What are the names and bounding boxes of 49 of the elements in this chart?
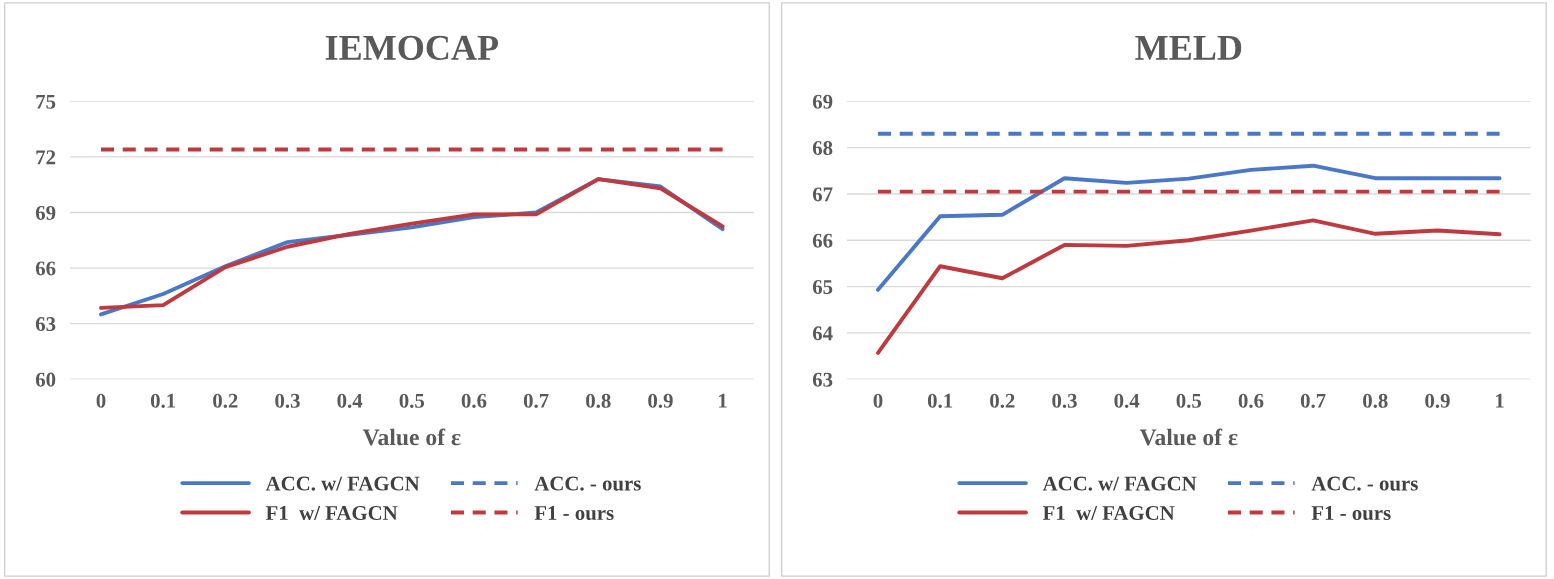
x-tick-label: 0.4	[337, 393, 363, 408]
y-tick-label: 67	[812, 187, 833, 202]
y-tick-label: 69	[35, 205, 56, 220]
y-tick-label: 65	[812, 280, 833, 295]
legend-label: ACC. w/ FAGCN	[1042, 476, 1197, 491]
x-tick-label: 0	[96, 393, 106, 408]
x-tick-label: 0.1	[150, 393, 176, 408]
legend-label: F1 - ours	[534, 506, 614, 521]
x-tick-label: 0.8	[1363, 393, 1388, 408]
legend-label: F1 w/ FAGCN	[265, 506, 398, 521]
y-tick-label: 66	[812, 233, 833, 248]
chart-title: IEMOCAP	[325, 35, 499, 61]
x-tick-label: 0.7	[523, 393, 549, 408]
y-tick-label: 72	[36, 150, 56, 165]
x-tick-label: 0	[873, 393, 883, 408]
x-tick-label: 0.3	[1052, 393, 1077, 408]
y-tick-label: 75	[36, 94, 56, 109]
x-axis-title: Value of ε	[1139, 428, 1238, 446]
line-series	[876, 163, 1502, 292]
x-tick-label: 0.6	[1238, 393, 1264, 408]
x-tick-label: 0.5	[1176, 393, 1202, 408]
x-tick-label: 0.2	[990, 393, 1015, 408]
x-tick-label: 0.6	[461, 393, 487, 408]
legend-label: F1 - ours	[1311, 506, 1391, 521]
chart-title: MELD	[1135, 36, 1242, 60]
x-tick-label: 0.2	[213, 393, 238, 408]
x-tick-label: 0.8	[586, 393, 611, 408]
legend-label: ACC. w/ FAGCN	[265, 476, 420, 491]
y-tick-label: 60	[35, 372, 56, 387]
x-tick-label: 0.9	[1425, 393, 1450, 408]
legend-label: ACC. - ours	[1311, 476, 1418, 491]
y-tick-label: 64	[812, 326, 833, 341]
x-tick-label: 0.4	[1114, 393, 1140, 408]
x-tick-label: 0.3	[275, 393, 300, 408]
x-tick-label: 0.7	[1300, 393, 1326, 408]
x-tick-label: 1	[719, 393, 727, 408]
x-tick-label: 1	[1496, 393, 1504, 408]
line-series	[876, 218, 1502, 355]
y-tick-label: 66	[35, 261, 56, 276]
x-axis-title: Value of ε	[362, 428, 461, 446]
x-tick-label: 0.1	[927, 393, 953, 408]
legend-label: ACC. - ours	[534, 476, 641, 491]
x-tick-label: 0.9	[648, 393, 673, 408]
y-tick-label: 69	[812, 94, 833, 109]
y-tick-label: 63	[812, 372, 833, 387]
y-tick-label: 63	[35, 317, 56, 332]
legend-label: F1 w/ FAGCN	[1042, 506, 1175, 521]
x-tick-label: 0.5	[399, 393, 425, 408]
y-tick-label: 68	[812, 141, 833, 156]
